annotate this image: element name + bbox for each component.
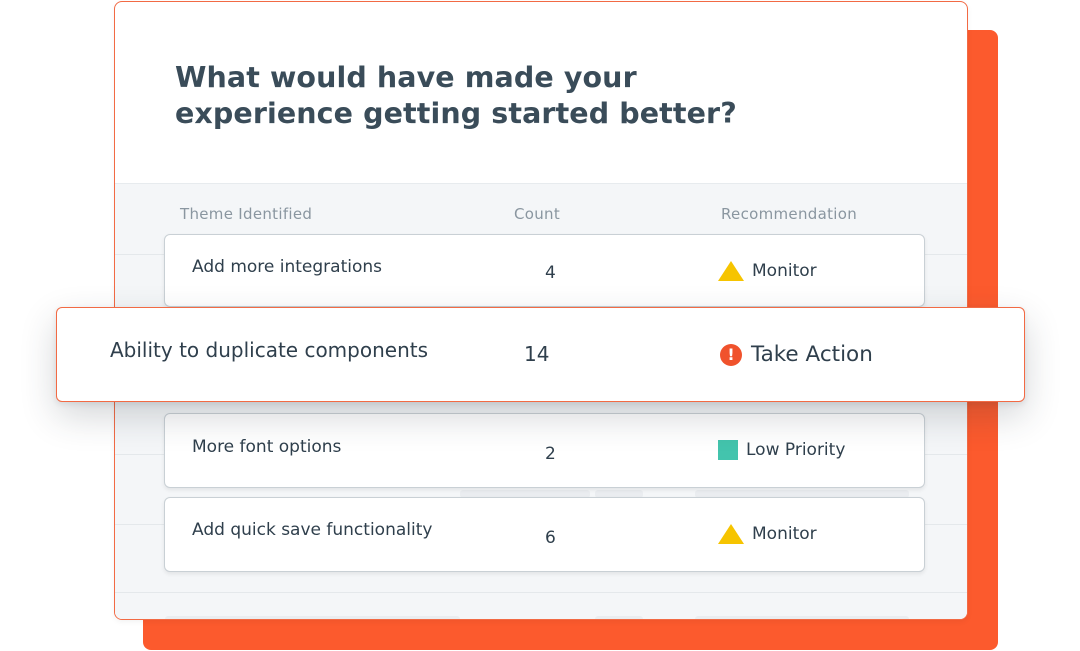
- table-row[interactable]: Add quick save functionality 6 Monitor: [164, 497, 925, 572]
- row-count: 14: [524, 342, 550, 366]
- row-recommendation: Monitor: [718, 524, 817, 544]
- row-theme: More font options: [192, 437, 342, 457]
- row-recommendation: Low Priority: [718, 440, 845, 460]
- row-theme: Add quick save functionality: [192, 520, 433, 540]
- recommendation-label: Monitor: [752, 524, 817, 544]
- column-header-recommendation: Recommendation: [721, 205, 858, 223]
- row-count: 4: [545, 263, 556, 283]
- placeholder-bar: [460, 490, 590, 498]
- placeholder-bar: [595, 616, 643, 619]
- recommendation-label: Monitor: [752, 261, 817, 281]
- row-recommendation: Monitor: [718, 261, 817, 281]
- table-row[interactable]: Add more integrations 4 Monitor: [164, 234, 925, 307]
- survey-question-line-2: experience getting started better?: [175, 97, 737, 130]
- row-theme: Add more integrations: [192, 257, 382, 277]
- warning-triangle-icon: [718, 261, 744, 281]
- placeholder-bar: [595, 490, 643, 498]
- warning-triangle-icon: [718, 524, 744, 544]
- placeholder-bar: [165, 616, 460, 619]
- row-theme: Ability to duplicate components: [110, 338, 429, 362]
- table-row-featured[interactable]: Ability to duplicate components 14 ! Tak…: [56, 307, 1025, 402]
- row-recommendation: ! Take Action: [720, 342, 873, 367]
- table-divider: [115, 592, 967, 593]
- alert-circle-icon: !: [720, 343, 742, 366]
- placeholder-bar: [695, 490, 909, 498]
- survey-question-title: What would have made your experience get…: [175, 60, 875, 132]
- row-count: 2: [545, 444, 556, 464]
- survey-question-line-1: What would have made your: [175, 61, 637, 94]
- column-header-theme: Theme Identified: [180, 205, 313, 223]
- recommendation-label: Take Action: [751, 342, 873, 367]
- placeholder-bar: [695, 616, 909, 619]
- row-count: 6: [545, 528, 556, 548]
- square-icon: [718, 440, 738, 460]
- table-row[interactable]: More font options 2 Low Priority: [164, 413, 925, 488]
- recommendation-label: Low Priority: [746, 440, 846, 460]
- column-header-count: Count: [514, 205, 561, 223]
